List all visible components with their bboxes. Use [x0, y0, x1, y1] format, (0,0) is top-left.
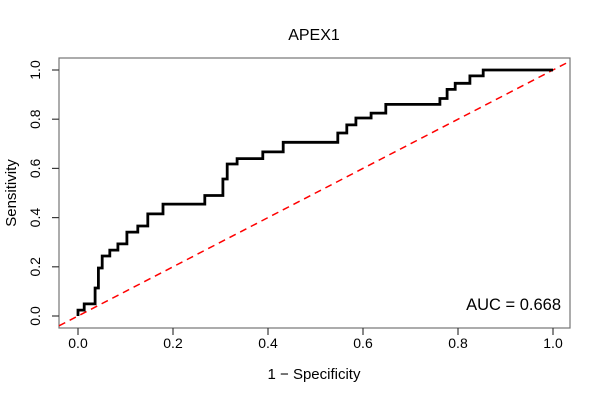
auc-annotation: AUC = 0.668 [466, 296, 561, 314]
y-tick-label: 0.4 [27, 208, 43, 228]
reference-diagonal-line [58, 60, 571, 327]
x-tick-label: 0.2 [163, 335, 183, 351]
x-tick-label: 0.6 [353, 335, 373, 351]
y-axis-label: Sensitivity [3, 159, 20, 227]
y-tick-label: 0.2 [27, 257, 43, 277]
x-tick-label: 0.8 [448, 335, 468, 351]
x-tick-label: 0.0 [68, 335, 88, 351]
x-axis-ticks: 0.0 0.2 0.4 0.6 0.8 1.0 [68, 328, 563, 351]
x-tick-label: 1.0 [543, 335, 563, 351]
plot-title: APEX1 [288, 27, 340, 44]
y-tick-label: 1.0 [27, 60, 43, 80]
y-tick-label: 0.6 [27, 158, 43, 178]
x-axis-label: 1 − Specificity [268, 366, 361, 383]
y-tick-label: 0.0 [27, 306, 43, 326]
y-tick-label: 0.8 [27, 109, 43, 129]
y-axis-ticks: 0.0 0.2 0.4 0.6 0.8 1.0 [27, 60, 59, 326]
x-tick-label: 0.4 [258, 335, 278, 351]
roc-curve-line [76, 68, 553, 316]
plot-border-box [58, 57, 571, 329]
